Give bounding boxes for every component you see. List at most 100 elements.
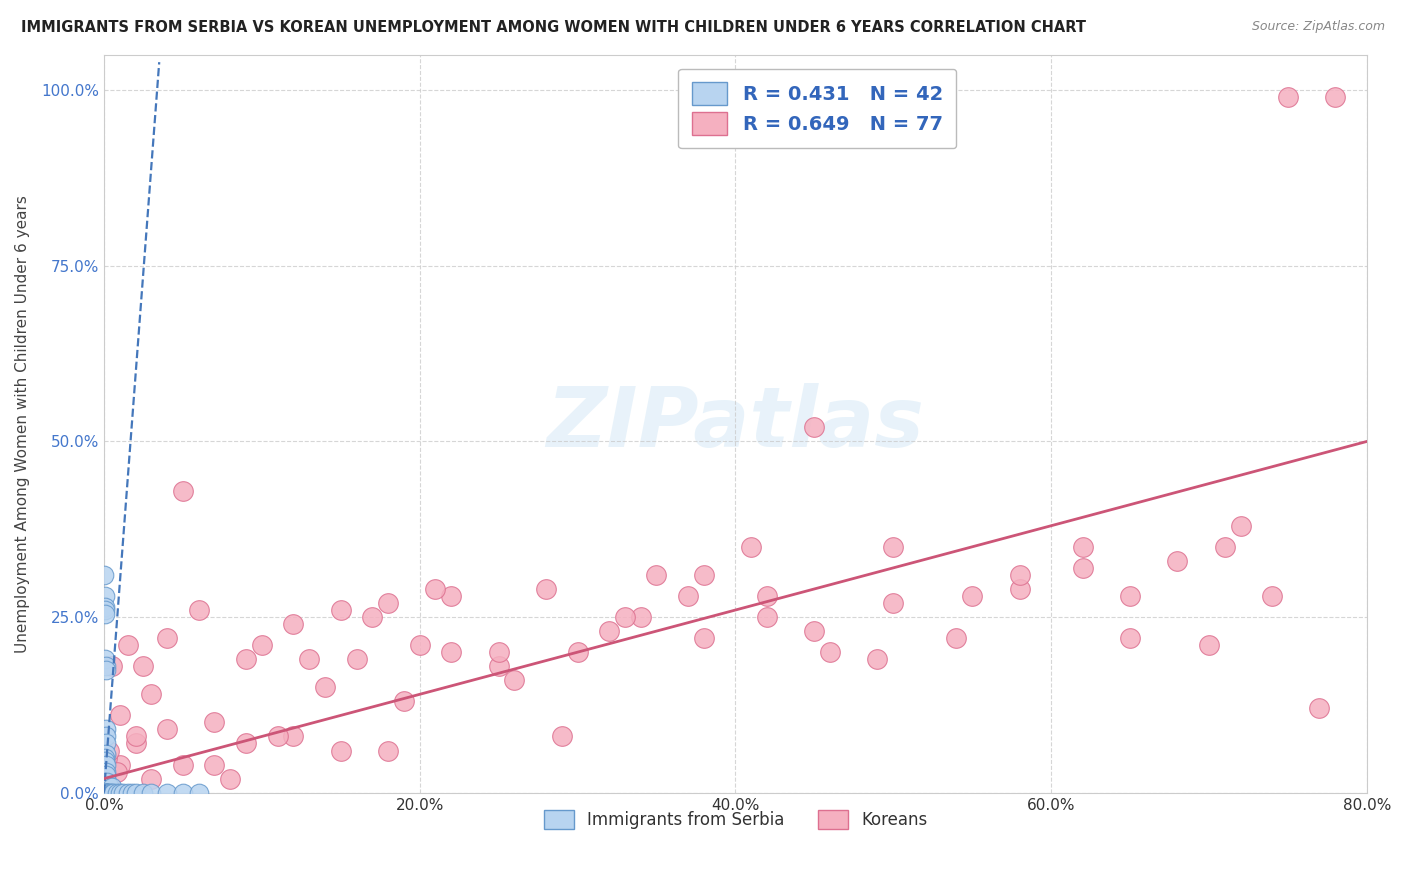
Point xyxy=(101,786,124,800)
Point xyxy=(1308,701,1330,715)
Point xyxy=(172,483,194,498)
Point xyxy=(94,754,117,768)
Point xyxy=(156,631,179,645)
Point xyxy=(693,568,716,582)
Point xyxy=(124,730,146,744)
Point xyxy=(361,610,384,624)
Point xyxy=(121,786,143,800)
Point xyxy=(108,786,131,800)
Point xyxy=(96,730,118,744)
Point xyxy=(124,737,146,751)
Point xyxy=(613,610,636,624)
Point xyxy=(1261,589,1284,603)
Point xyxy=(1229,518,1251,533)
Point xyxy=(105,764,128,779)
Point xyxy=(97,779,120,793)
Point xyxy=(187,603,209,617)
Point xyxy=(108,708,131,723)
Point xyxy=(551,730,574,744)
Point xyxy=(96,750,118,764)
Point xyxy=(98,786,121,800)
Point xyxy=(103,786,125,800)
Point xyxy=(250,638,273,652)
Point xyxy=(94,786,117,800)
Point xyxy=(283,617,305,632)
Point xyxy=(94,599,117,614)
Point xyxy=(93,589,115,603)
Point xyxy=(94,786,117,800)
Point xyxy=(93,568,115,582)
Point xyxy=(94,652,117,666)
Point xyxy=(94,786,117,800)
Point xyxy=(298,652,321,666)
Point xyxy=(132,659,155,673)
Point xyxy=(645,568,668,582)
Point xyxy=(156,723,179,737)
Point xyxy=(630,610,652,624)
Point xyxy=(204,757,226,772)
Point xyxy=(425,582,447,596)
Point xyxy=(94,737,117,751)
Point xyxy=(818,645,841,659)
Point xyxy=(392,694,415,708)
Point xyxy=(141,772,163,786)
Point xyxy=(96,775,118,789)
Point xyxy=(1008,568,1031,582)
Point xyxy=(488,659,510,673)
Point xyxy=(94,723,117,737)
Point xyxy=(1119,589,1142,603)
Point xyxy=(94,757,117,772)
Point xyxy=(1213,540,1236,554)
Point xyxy=(1119,631,1142,645)
Point xyxy=(141,687,163,701)
Point xyxy=(117,786,139,800)
Point xyxy=(94,772,117,786)
Point xyxy=(329,603,352,617)
Point xyxy=(97,786,120,800)
Point xyxy=(204,715,226,730)
Point xyxy=(156,786,179,800)
Point xyxy=(693,631,716,645)
Point xyxy=(111,786,134,800)
Point xyxy=(314,681,336,695)
Point xyxy=(96,786,118,800)
Point xyxy=(440,589,463,603)
Point xyxy=(503,673,526,688)
Point xyxy=(534,582,557,596)
Point xyxy=(94,786,117,800)
Point xyxy=(488,645,510,659)
Point xyxy=(377,743,399,757)
Point xyxy=(124,786,146,800)
Point xyxy=(960,589,983,603)
Point xyxy=(803,624,825,639)
Point xyxy=(1198,638,1220,652)
Point xyxy=(94,663,117,677)
Point xyxy=(882,596,904,610)
Point xyxy=(1166,554,1188,568)
Point xyxy=(676,589,699,603)
Point xyxy=(329,743,352,757)
Point xyxy=(108,757,131,772)
Point xyxy=(803,420,825,434)
Point xyxy=(882,540,904,554)
Point xyxy=(283,730,305,744)
Point xyxy=(101,780,124,794)
Point xyxy=(97,743,120,757)
Point xyxy=(598,624,620,639)
Text: IMMIGRANTS FROM SERBIA VS KOREAN UNEMPLOYMENT AMONG WOMEN WITH CHILDREN UNDER 6 : IMMIGRANTS FROM SERBIA VS KOREAN UNEMPLO… xyxy=(21,20,1085,35)
Point xyxy=(1008,582,1031,596)
Point xyxy=(101,659,124,673)
Point xyxy=(346,652,368,666)
Point xyxy=(132,786,155,800)
Point xyxy=(96,768,118,782)
Point xyxy=(945,631,967,645)
Point xyxy=(141,786,163,800)
Point xyxy=(94,786,117,800)
Point xyxy=(755,589,778,603)
Point xyxy=(187,786,209,800)
Point xyxy=(408,638,430,652)
Point xyxy=(377,596,399,610)
Point xyxy=(866,652,889,666)
Point xyxy=(94,603,117,617)
Point xyxy=(1071,561,1094,575)
